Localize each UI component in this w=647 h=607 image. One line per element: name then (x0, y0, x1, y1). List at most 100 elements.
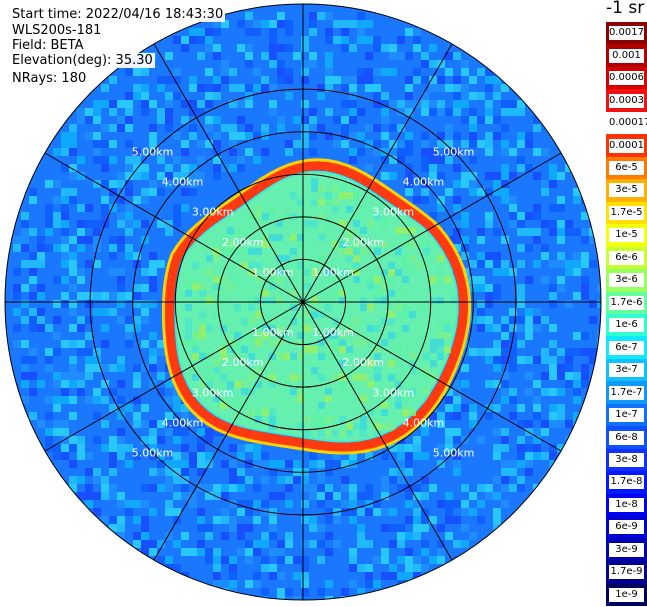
data-cell (332, 185, 339, 192)
data-cell (525, 212, 533, 220)
data-cell (325, 596, 333, 600)
ring-label: 2.00km (222, 236, 264, 249)
data-cell (117, 492, 125, 500)
data-cell (229, 444, 237, 452)
data-cell (213, 516, 221, 524)
data-cell (117, 100, 125, 108)
data-cell (485, 76, 493, 84)
colorbar-tick-label: 6e-8 (609, 430, 644, 445)
data-cell (461, 404, 469, 412)
data-cell (353, 220, 360, 227)
data-cell (109, 100, 117, 108)
data-cell (304, 220, 311, 227)
data-cell (248, 262, 255, 269)
data-cell (221, 516, 229, 524)
data-cell (276, 402, 283, 409)
data-cell (346, 360, 353, 367)
data-cell (269, 20, 277, 28)
data-cell (93, 180, 101, 188)
data-cell (304, 269, 311, 276)
data-cell (199, 381, 206, 388)
data-cell (549, 404, 557, 412)
data-cell (125, 172, 133, 180)
data-cell (229, 460, 237, 468)
data-cell (453, 84, 461, 92)
data-cell (290, 353, 297, 360)
data-cell (445, 140, 453, 148)
data-cell (93, 436, 101, 444)
data-cell (453, 500, 461, 508)
data-cell (101, 380, 109, 388)
data-cell (221, 68, 229, 76)
data-cell (69, 196, 77, 204)
data-cell (165, 92, 173, 100)
data-cell (353, 388, 360, 395)
data-cell (430, 360, 437, 367)
data-cell (469, 156, 477, 164)
data-cell (557, 412, 565, 420)
data-cell (13, 332, 21, 340)
data-cell (285, 508, 293, 516)
data-cell (485, 68, 493, 76)
data-cell (237, 484, 245, 492)
data-cell (173, 468, 181, 476)
data-cell (245, 524, 253, 532)
data-cell (237, 132, 245, 140)
data-cell (77, 444, 85, 452)
data-cell (318, 402, 325, 409)
data-cell (509, 356, 517, 364)
data-cell (101, 84, 109, 92)
data-cell (332, 213, 339, 220)
data-cell (346, 234, 353, 241)
data-cell (573, 332, 581, 340)
data-cell (29, 196, 37, 204)
data-cell (341, 140, 349, 148)
data-cell (101, 308, 109, 316)
data-cell (45, 364, 53, 372)
data-cell (397, 556, 405, 564)
data-cell (339, 332, 346, 339)
data-cell (501, 84, 509, 92)
data-cell (325, 332, 332, 339)
data-cell (309, 524, 317, 532)
data-cell (549, 412, 557, 420)
data-cell (133, 532, 141, 540)
data-cell (469, 68, 477, 76)
data-cell (262, 241, 269, 248)
data-cell (349, 580, 357, 588)
data-cell (367, 220, 374, 227)
data-cell (304, 346, 311, 353)
data-cell (477, 436, 485, 444)
data-cell (197, 460, 205, 468)
data-cell (461, 180, 469, 188)
data-cell (325, 460, 333, 468)
data-cell (245, 444, 253, 452)
data-cell (333, 100, 341, 108)
data-cell (165, 124, 173, 132)
data-cell (317, 524, 325, 532)
data-cell (541, 428, 549, 436)
data-cell (297, 332, 304, 339)
data-cell (485, 84, 493, 92)
data-cell (397, 100, 405, 108)
data-cell (453, 92, 461, 100)
data-cell (221, 532, 229, 540)
colorbar-tick-label: 0.0003 (609, 93, 644, 108)
data-cell (189, 76, 197, 84)
data-cell (388, 269, 395, 276)
data-cell (13, 284, 21, 292)
data-cell (517, 444, 525, 452)
data-cell (261, 20, 269, 28)
data-cell (397, 140, 405, 148)
data-cell (501, 372, 509, 380)
data-cell (353, 248, 360, 255)
data-cell (101, 516, 109, 524)
data-cell (565, 364, 573, 372)
data-cell (437, 76, 445, 84)
data-cell (346, 423, 353, 430)
data-cell (360, 304, 367, 311)
data-cell (477, 228, 485, 236)
data-cell (262, 290, 269, 297)
data-cell (445, 188, 453, 196)
data-cell (429, 148, 437, 156)
